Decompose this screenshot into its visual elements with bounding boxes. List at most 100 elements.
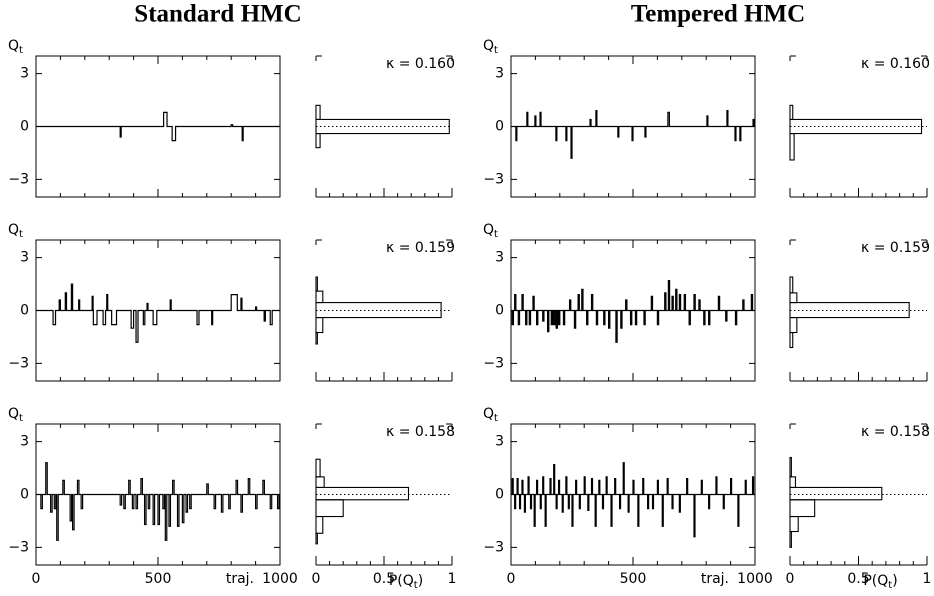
x-tick-label: 0 xyxy=(32,571,41,587)
y-tick-label: 0 xyxy=(495,487,504,503)
y-tick-label: 3 xyxy=(495,434,504,450)
x-tick-label: 1 xyxy=(923,571,932,587)
histogram-bar xyxy=(315,458,321,478)
y-tick-label: −3 xyxy=(8,355,29,371)
x-axis-label: traj. xyxy=(226,571,254,587)
axis-label-part: t xyxy=(19,229,23,240)
histogram-bar xyxy=(789,316,798,334)
kappa-label: κ = 0.158 xyxy=(386,424,455,440)
y-tick-label: 3 xyxy=(495,250,504,266)
axis-label-part: Q xyxy=(483,38,494,54)
x-tick-label: 0 xyxy=(507,571,516,587)
x-tick-label: 500 xyxy=(145,571,172,587)
axis-label-part: t xyxy=(888,580,892,591)
histogram-bar xyxy=(315,499,344,518)
axis-label-part: P(Q xyxy=(389,573,414,589)
x-tick-label: 0 xyxy=(786,571,795,587)
kappa-label: κ = 0.159 xyxy=(861,240,930,256)
q-series xyxy=(511,462,755,538)
y-tick-label: 3 xyxy=(20,250,29,266)
histogram-bar xyxy=(315,316,324,334)
histogram-bar xyxy=(789,476,797,488)
histogram-bar xyxy=(315,276,318,292)
y-tick-label: −3 xyxy=(8,539,29,555)
axis-label-part: Q xyxy=(8,38,19,54)
histogram-bar xyxy=(789,499,816,518)
histogram-bar xyxy=(789,133,795,161)
histogram-bar xyxy=(315,290,324,304)
histogram-bar xyxy=(315,104,321,120)
axis-label-part: t xyxy=(19,45,23,56)
axis-label-part: ) xyxy=(418,573,423,589)
histogram-bar xyxy=(315,476,325,488)
histogram-bar xyxy=(789,302,910,319)
q-series xyxy=(511,279,755,343)
axis-label-part: t xyxy=(494,413,498,424)
x-tick-label: 500 xyxy=(620,571,647,587)
axis-label-part: Q xyxy=(8,406,19,422)
axis-label: Qt xyxy=(483,406,498,424)
column-title: Tempered HMC xyxy=(631,1,805,28)
axis-label: Qt xyxy=(8,406,23,424)
histogram-bar xyxy=(789,292,798,304)
kappa-label: κ = 0.160 xyxy=(386,56,455,72)
histogram-bar xyxy=(315,532,318,545)
x-tick-label: 1000 xyxy=(262,571,298,587)
x-axis-label: traj. xyxy=(701,571,729,587)
axis-label-part: Q xyxy=(483,406,494,422)
x-tick-label: 0.5 xyxy=(373,571,395,587)
kappa-label: κ = 0.160 xyxy=(861,56,930,72)
kappa-label: κ = 0.158 xyxy=(861,424,930,440)
histogram-bar xyxy=(789,530,792,548)
axis-label-part: Q xyxy=(483,222,494,238)
y-tick-label: 3 xyxy=(20,66,29,82)
q-series xyxy=(36,111,280,142)
y-tick-label: 0 xyxy=(495,303,504,319)
histogram-bar xyxy=(315,133,321,149)
histogram-bar xyxy=(315,486,410,501)
histogram-bar xyxy=(315,118,450,135)
histogram-bar xyxy=(789,276,794,294)
axis-label: P(Qt) xyxy=(389,573,423,591)
kappa-label: κ = 0.159 xyxy=(386,240,455,256)
y-tick-label: 0 xyxy=(495,119,504,135)
histogram-bar xyxy=(789,486,883,501)
axis-label-part: ) xyxy=(892,573,897,589)
axis-label: Qt xyxy=(8,222,23,240)
y-tick-label: 3 xyxy=(495,66,504,82)
q-series xyxy=(511,110,755,159)
histogram-bar xyxy=(789,515,799,533)
y-tick-label: −3 xyxy=(483,539,504,555)
y-tick-label: −3 xyxy=(483,355,504,371)
y-tick-label: 3 xyxy=(20,434,29,450)
y-tick-label: 0 xyxy=(20,303,29,319)
y-tick-label: −3 xyxy=(8,171,29,187)
axis-label: Qt xyxy=(8,38,23,56)
q-series xyxy=(36,283,280,343)
axis-label: P(Qt) xyxy=(863,573,897,591)
y-tick-label: 0 xyxy=(20,119,29,135)
y-tick-label: 0 xyxy=(20,487,29,503)
histogram-bar xyxy=(315,331,318,345)
histogram-bar xyxy=(315,515,324,534)
x-tick-label: 1000 xyxy=(737,571,773,587)
axis-label: Qt xyxy=(483,222,498,240)
x-tick-label: 0 xyxy=(312,571,321,587)
histogram-bar xyxy=(789,456,792,478)
histogram-bar xyxy=(315,302,442,319)
axis-label-part: P(Q xyxy=(863,573,888,589)
axis-label-part: t xyxy=(494,229,498,240)
x-tick-label: 0.5 xyxy=(847,571,869,587)
column-title: Standard HMC xyxy=(134,1,301,28)
histogram-bar xyxy=(789,118,923,135)
axis-label-part: Q xyxy=(8,222,19,238)
histogram-bar xyxy=(789,104,794,120)
q-series xyxy=(36,462,280,541)
histogram-bar xyxy=(789,331,794,349)
x-tick-label: 1 xyxy=(448,571,457,587)
axis-label-part: t xyxy=(494,45,498,56)
axis-label: Qt xyxy=(483,38,498,56)
axis-label-part: t xyxy=(19,413,23,424)
